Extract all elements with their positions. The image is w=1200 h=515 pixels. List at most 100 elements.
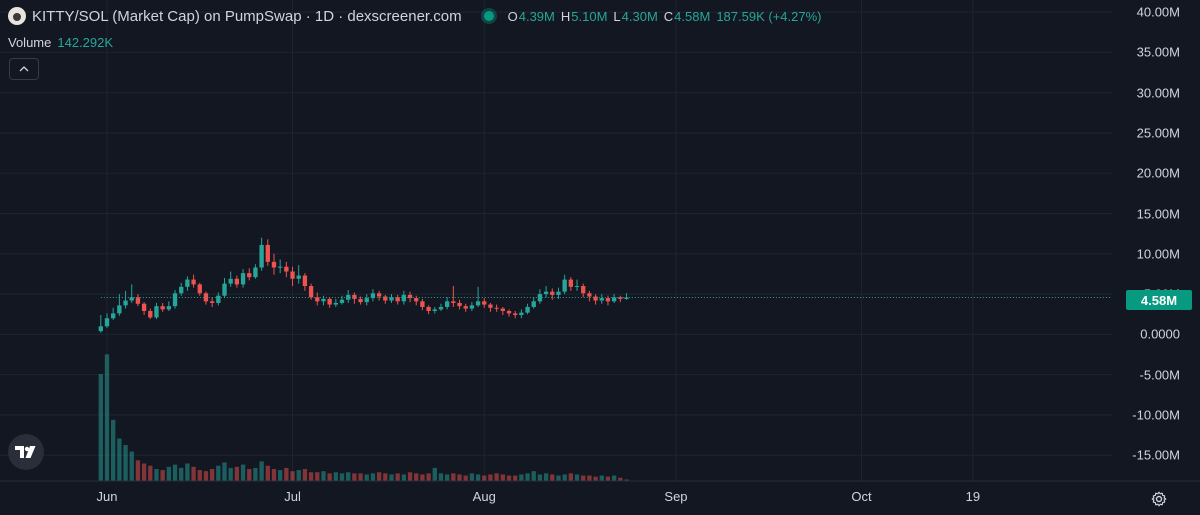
candle-body [444, 301, 450, 307]
volume-bar [321, 471, 326, 481]
candle-body [123, 300, 128, 306]
current-price-tag: 4.58M [1126, 290, 1192, 310]
candle-body [333, 302, 338, 305]
chart-title: KITTY/SOL (Market Cap) on PumpSwap · 1D … [32, 7, 462, 25]
volume-bar [104, 354, 110, 481]
high-value: 5.10M [571, 8, 608, 24]
candle-body [395, 297, 400, 302]
candle-body [352, 294, 357, 299]
candle-body [562, 279, 567, 292]
price-axis-label: 40.00M [1136, 4, 1180, 20]
candle-body [568, 279, 574, 287]
volume-bar [253, 467, 258, 481]
candle-body [543, 291, 549, 295]
volume-bar [111, 419, 116, 481]
settings-gear-icon[interactable] [1150, 490, 1168, 508]
volume-bar [117, 438, 122, 481]
candle-body [599, 298, 604, 301]
volume-bar [179, 467, 184, 481]
candle-body [611, 297, 617, 302]
candlestick-series [98, 237, 629, 333]
volume-legend: Volume 142.292K [8, 35, 113, 50]
price-axis-label: 15.00M [1136, 206, 1180, 221]
volume-bar [197, 470, 202, 481]
candle-body [339, 299, 345, 303]
volume-bar [426, 473, 431, 481]
candle-body [605, 298, 611, 302]
candle-body [494, 307, 499, 309]
token-avatar-icon [8, 7, 26, 25]
volume-bar [451, 473, 456, 481]
volume-bar [228, 467, 233, 481]
candle-body [587, 293, 592, 297]
candle-body [358, 298, 363, 303]
volume-bar [593, 476, 598, 481]
candle-body [172, 293, 178, 307]
volume-bar [333, 472, 338, 481]
candle-body [475, 301, 481, 306]
candle-body [370, 293, 376, 299]
volume-bar [482, 475, 487, 481]
volume-bar [599, 475, 604, 481]
open-key: O [507, 8, 518, 24]
candle-body [296, 275, 301, 279]
volume-bar [216, 465, 221, 481]
candle-body [506, 310, 512, 314]
low-key: L [613, 8, 621, 24]
candle-body [574, 286, 580, 288]
ohlc-legend: O4.39M H5.10M L4.30M C4.58M 187.59K (+4.… [508, 9, 822, 24]
candle-body [302, 275, 308, 287]
volume-bar [587, 475, 592, 481]
candle-body [463, 306, 468, 309]
volume-bar [438, 473, 444, 481]
candle-body [284, 266, 289, 272]
volume-bar [568, 473, 574, 481]
candle-body [129, 297, 134, 301]
candle-body [104, 318, 110, 327]
live-status-icon [483, 11, 494, 21]
candle-body [531, 301, 536, 307]
volume-bar [160, 470, 165, 481]
candle-body [228, 278, 233, 284]
volume-bar [135, 460, 141, 481]
candle-body [346, 294, 351, 300]
candle-body [513, 313, 518, 316]
volume-bar [395, 473, 400, 481]
candle-body [154, 306, 159, 318]
change-value: 187.59K (+4.27%) [716, 8, 822, 24]
volume-bar [624, 479, 629, 481]
volume-bar [494, 473, 499, 481]
close-key: C [663, 8, 674, 24]
volume-value: 142.292K [57, 35, 114, 50]
volume-bar [166, 466, 172, 481]
high-key: H [560, 8, 571, 24]
candle-body [191, 279, 196, 285]
candle-body [222, 283, 227, 296]
time-axis-label: Jul [284, 489, 301, 504]
volume-bar [605, 476, 611, 481]
volume-bar [123, 444, 128, 481]
candle-body [197, 284, 202, 294]
volume-bar [296, 470, 301, 481]
volume-bar [463, 475, 468, 481]
candle-body [376, 293, 382, 297]
volume-bar [513, 475, 518, 481]
candle-body [525, 306, 530, 313]
volume-bar [376, 472, 382, 481]
collapse-legend-button[interactable] [9, 58, 39, 80]
price-axis-label: 30.00M [1136, 85, 1180, 101]
volume-bar [129, 451, 134, 481]
volume-bar [308, 472, 314, 481]
time-axis-label: 19 [965, 489, 981, 504]
candle-body [519, 312, 524, 316]
volume-bar [401, 474, 407, 481]
grid-lines [0, 0, 1112, 481]
volume-bar [537, 474, 543, 481]
candle-body [234, 278, 240, 285]
tradingview-logo-icon[interactable] [8, 434, 44, 470]
candle-body [216, 295, 221, 303]
price-axis-label: 20.00M [1136, 165, 1180, 181]
candle-body [618, 297, 623, 299]
volume-bar [346, 472, 351, 481]
